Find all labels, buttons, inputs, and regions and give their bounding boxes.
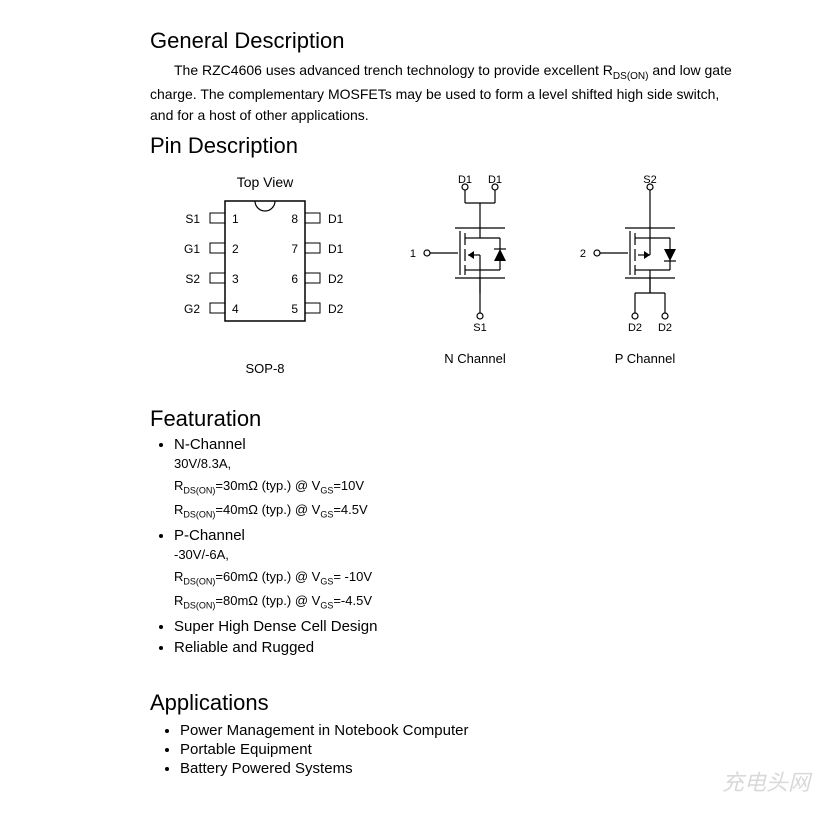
n-channel-caption: N Channel	[400, 351, 550, 366]
p-channel-specs: -30V/-6A, RDS(ON)=60mΩ (typ.) @ VGS= -10…	[174, 544, 746, 614]
datasheet-page: General Description The RZC4606 uses adv…	[0, 0, 816, 803]
general-description-heading: General Description	[150, 28, 746, 54]
app-item: Battery Powered Systems	[180, 760, 746, 777]
svg-text:4: 4	[232, 302, 239, 316]
svg-text:5: 5	[291, 302, 298, 316]
svg-text:D2: D2	[328, 302, 344, 316]
p-channel-svg: S2 G2	[580, 173, 710, 343]
svg-text:D1: D1	[328, 212, 344, 226]
applications-heading: Applications	[150, 690, 746, 716]
sop8-diagram: Top View S1 1 G1 2 S2 3 G2 4 D1 8 D1 7 D2 6	[150, 173, 380, 376]
svg-text:S2: S2	[185, 272, 200, 286]
pin-diagrams-row: Top View S1 1 G1 2 S2 3 G2 4 D1 8 D1 7 D2 6	[150, 173, 746, 376]
svg-text:G2: G2	[580, 248, 586, 260]
svg-text:7: 7	[291, 242, 298, 256]
svg-text:D1: D1	[458, 174, 472, 186]
svg-text:G1: G1	[410, 248, 416, 260]
feature-dense-cell: Super High Dense Cell Design	[174, 618, 746, 635]
sop8-svg: Top View S1 1 G1 2 S2 3 G2 4 D1 8 D1 7 D2 6	[170, 173, 360, 353]
n-channel-specs: 30V/8.3A, RDS(ON)=30mΩ (typ.) @ VGS=10V …	[174, 453, 746, 523]
sop8-caption: SOP-8	[150, 361, 380, 376]
feature-list: N-Channel 30V/8.3A, RDS(ON)=30mΩ (typ.) …	[150, 436, 746, 656]
svg-text:3: 3	[232, 272, 239, 286]
svg-text:S1: S1	[473, 322, 486, 334]
svg-text:2: 2	[232, 242, 239, 256]
p-channel-caption: P Channel	[570, 351, 720, 366]
svg-text:1: 1	[232, 212, 239, 226]
p-spec-2: RDS(ON)=80mΩ (typ.) @ VGS=-4.5V	[174, 590, 746, 614]
feature-reliable: Reliable and Rugged	[174, 639, 746, 656]
svg-text:D2: D2	[328, 272, 344, 286]
watermark-text: 充电头网	[722, 765, 810, 797]
n-spec-2: RDS(ON)=40mΩ (typ.) @ VGS=4.5V	[174, 499, 746, 523]
svg-text:S1: S1	[185, 212, 200, 226]
pin-description-heading: Pin Description	[150, 133, 746, 159]
pin1-notch	[255, 201, 275, 211]
svg-text:G2: G2	[184, 302, 200, 316]
general-description-text: The RZC4606 uses advanced trench technol…	[150, 60, 746, 125]
n-spec-1: RDS(ON)=30mΩ (typ.) @ VGS=10V	[174, 475, 746, 499]
p-spec-1: RDS(ON)=60mΩ (typ.) @ VGS= -10V	[174, 566, 746, 590]
pins-right: D1 8 D1 7 D2 6 D2 5	[291, 212, 343, 316]
n-rating: 30V/8.3A,	[174, 453, 746, 475]
featuration-heading: Featuration	[150, 406, 746, 432]
feature-n-channel: N-Channel 30V/8.3A, RDS(ON)=30mΩ (typ.) …	[174, 436, 746, 523]
svg-text:6: 6	[291, 272, 298, 286]
svg-text:8: 8	[291, 212, 298, 226]
svg-text:D2: D2	[628, 322, 642, 334]
top-view-label: Top View	[237, 174, 294, 190]
svg-text:D1: D1	[328, 242, 344, 256]
svg-text:S2: S2	[643, 174, 656, 186]
p-channel-diagram: S2 G2	[570, 173, 720, 366]
desc-part1: The RZC4606 uses advanced trench technol…	[174, 62, 613, 78]
n-channel-diagram: D1 D1 G1	[400, 173, 550, 366]
svg-text:D1: D1	[488, 174, 502, 186]
app-item: Portable Equipment	[180, 741, 746, 758]
n-channel-svg: D1 D1 G1	[410, 173, 540, 343]
svg-text:D2: D2	[658, 322, 672, 334]
rds-sub: DS(ON)	[613, 71, 649, 82]
feature-p-channel: P-Channel -30V/-6A, RDS(ON)=60mΩ (typ.) …	[174, 527, 746, 614]
p-rating: -30V/-6A,	[174, 544, 746, 566]
app-item: Power Management in Notebook Computer	[180, 722, 746, 739]
applications-list: Power Management in Notebook Computer Po…	[150, 722, 746, 777]
svg-text:G1: G1	[184, 242, 200, 256]
pins-left: S1 1 G1 2 S2 3 G2 4	[184, 212, 239, 316]
